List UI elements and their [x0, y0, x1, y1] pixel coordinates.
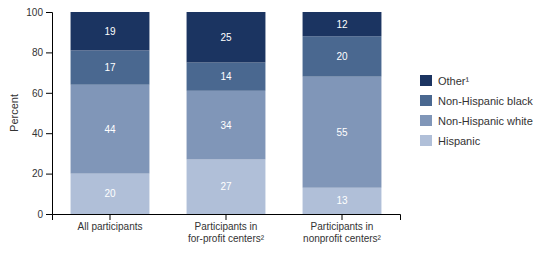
tick: 20: [32, 168, 52, 179]
bar: [71, 50, 150, 84]
data-label: 44: [104, 124, 116, 135]
legend-label: Hispanic: [438, 135, 481, 147]
tick-mark: [46, 214, 52, 215]
bar: [187, 91, 266, 160]
tick: 0: [37, 209, 52, 220]
legend-item: Hispanic: [420, 135, 481, 147]
tick-mark: [46, 93, 52, 94]
tick-mark: [110, 214, 111, 220]
data-label: 27: [220, 181, 232, 192]
data-label: 17: [104, 62, 116, 73]
legend-label: Non-Hispanic white: [438, 115, 533, 127]
tick-mark: [46, 133, 52, 134]
legend-swatch: [420, 75, 432, 86]
data-label: 20: [336, 51, 348, 62]
data-label: 34: [220, 120, 232, 131]
series: [71, 12, 382, 63]
tick-label: Participants innonprofit centers²: [303, 221, 381, 244]
legend: Other¹ Non-Hispanic black Non-Hispanic whi…: [420, 75, 533, 147]
bar: [187, 12, 266, 63]
tick-mark: [342, 214, 343, 220]
bar: [303, 77, 382, 188]
data-label: 12: [336, 19, 348, 30]
series: [71, 77, 382, 188]
bar: [71, 12, 150, 50]
axis-title: Percent: [8, 94, 20, 132]
tick-mark: [46, 174, 52, 175]
x-axis: All participants Participants infor-profi…: [53, 214, 401, 244]
bar: [187, 159, 266, 214]
legend-label: Other¹: [438, 75, 470, 87]
tick: 80: [32, 47, 52, 58]
legend-item: Non-Hispanic white: [420, 115, 533, 127]
data-label: 19: [104, 26, 116, 37]
tick: All participants: [77, 214, 142, 232]
tick-label: All participants: [77, 221, 142, 232]
data-label: 13: [336, 195, 348, 206]
data-labels: 20 27 13 44 34 55 17 14 20 19 25 12: [104, 19, 348, 207]
tick-mark: [226, 214, 227, 220]
bar: [303, 12, 382, 36]
tick: 100: [26, 7, 52, 18]
data-label: 55: [336, 127, 348, 138]
axis-line: [46, 13, 53, 215]
legend-item: Other¹: [420, 75, 470, 87]
y-axis: 0 20 40 60 80 100: [26, 7, 52, 220]
legend-label: Non-Hispanic black: [438, 95, 533, 107]
bar: [187, 63, 266, 91]
legend-swatch: [420, 115, 432, 126]
bar: [303, 36, 382, 76]
bar: [71, 174, 150, 214]
tick-mark: [46, 12, 52, 13]
tick: Participants innonprofit centers²: [303, 214, 381, 244]
bar: [71, 85, 150, 174]
data-label: 14: [220, 71, 232, 82]
legend-swatch: [420, 95, 432, 106]
chart: 20 27 13 44 34 55 17 14 20 19 25 12 0 20 40 60 80 100 All …: [0, 0, 560, 254]
data-label: 25: [220, 32, 232, 43]
tick: 40: [32, 128, 52, 139]
axis-line: [53, 215, 401, 221]
tick-label: Participants infor-profit centers²: [188, 221, 265, 244]
data-label: 20: [104, 188, 116, 199]
bars: [71, 12, 382, 214]
tick-label: 20: [32, 168, 44, 179]
plot: 20 27 13 44 34 55 17 14 20 19 25 12 0 20 40 60 80 100 All …: [26, 7, 400, 244]
legend-item: Non-Hispanic black: [420, 95, 533, 107]
tick: Participants infor-profit centers²: [188, 214, 265, 244]
tick-label: 100: [26, 7, 43, 18]
legend-swatch: [420, 135, 432, 146]
tick-label: 40: [32, 128, 44, 139]
bar: [303, 188, 382, 214]
tick: 60: [32, 88, 52, 99]
tick-mark: [46, 52, 52, 53]
tick-label: 0: [37, 209, 43, 220]
tick-label: 80: [32, 47, 44, 58]
tick-label: 60: [32, 88, 44, 99]
